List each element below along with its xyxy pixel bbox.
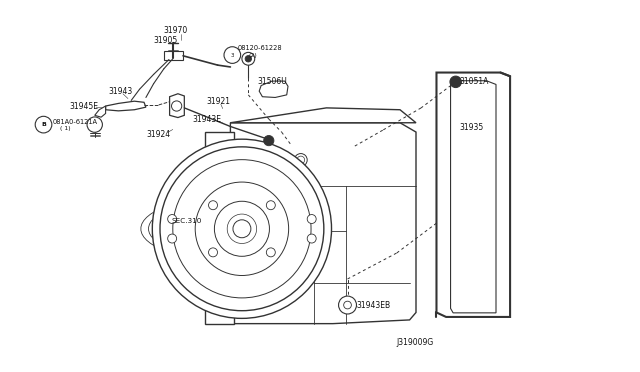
Circle shape <box>266 201 275 210</box>
Polygon shape <box>95 106 106 117</box>
Circle shape <box>209 201 218 210</box>
Text: 31970: 31970 <box>164 26 188 35</box>
Circle shape <box>195 182 289 276</box>
Text: 31945E: 31945E <box>69 102 98 110</box>
Circle shape <box>224 47 241 63</box>
Text: J319009G: J319009G <box>397 338 434 347</box>
Circle shape <box>242 52 255 65</box>
Text: 31943EB: 31943EB <box>356 301 390 310</box>
Circle shape <box>266 248 275 257</box>
Circle shape <box>160 147 324 311</box>
Circle shape <box>450 76 461 87</box>
Text: 31051A: 31051A <box>460 77 489 86</box>
Text: B: B <box>41 122 46 127</box>
Circle shape <box>307 234 316 243</box>
Text: 31905: 31905 <box>154 36 178 45</box>
Circle shape <box>87 117 102 132</box>
Circle shape <box>168 215 177 224</box>
Circle shape <box>168 234 177 243</box>
Circle shape <box>233 220 251 238</box>
Polygon shape <box>230 123 416 324</box>
Polygon shape <box>205 132 234 324</box>
Circle shape <box>344 301 351 309</box>
Circle shape <box>264 135 274 146</box>
Polygon shape <box>170 94 184 118</box>
Text: 08120-61228: 08120-61228 <box>238 45 283 51</box>
Text: 3: 3 <box>230 52 234 58</box>
Text: 31921: 31921 <box>206 97 230 106</box>
Text: 31506U: 31506U <box>257 77 287 86</box>
Text: ( 1): ( 1) <box>60 126 71 131</box>
Text: 31943E: 31943E <box>192 115 221 124</box>
Circle shape <box>297 156 305 164</box>
Text: 081A0-6121A: 081A0-6121A <box>52 119 97 125</box>
Circle shape <box>227 214 257 244</box>
Text: SEC.310: SEC.310 <box>172 218 202 224</box>
Text: 31935: 31935 <box>460 123 484 132</box>
Polygon shape <box>230 108 416 123</box>
FancyBboxPatch shape <box>164 51 183 60</box>
Circle shape <box>307 215 316 224</box>
Circle shape <box>294 154 307 166</box>
Circle shape <box>35 116 52 133</box>
Polygon shape <box>106 101 146 111</box>
Text: 31924: 31924 <box>146 130 170 139</box>
Circle shape <box>245 55 252 62</box>
Circle shape <box>152 139 332 318</box>
Circle shape <box>173 160 311 298</box>
Circle shape <box>172 101 182 111</box>
Text: 31943: 31943 <box>109 87 133 96</box>
Circle shape <box>209 248 218 257</box>
Circle shape <box>339 296 356 314</box>
Text: (2): (2) <box>248 52 257 58</box>
Circle shape <box>214 201 269 256</box>
